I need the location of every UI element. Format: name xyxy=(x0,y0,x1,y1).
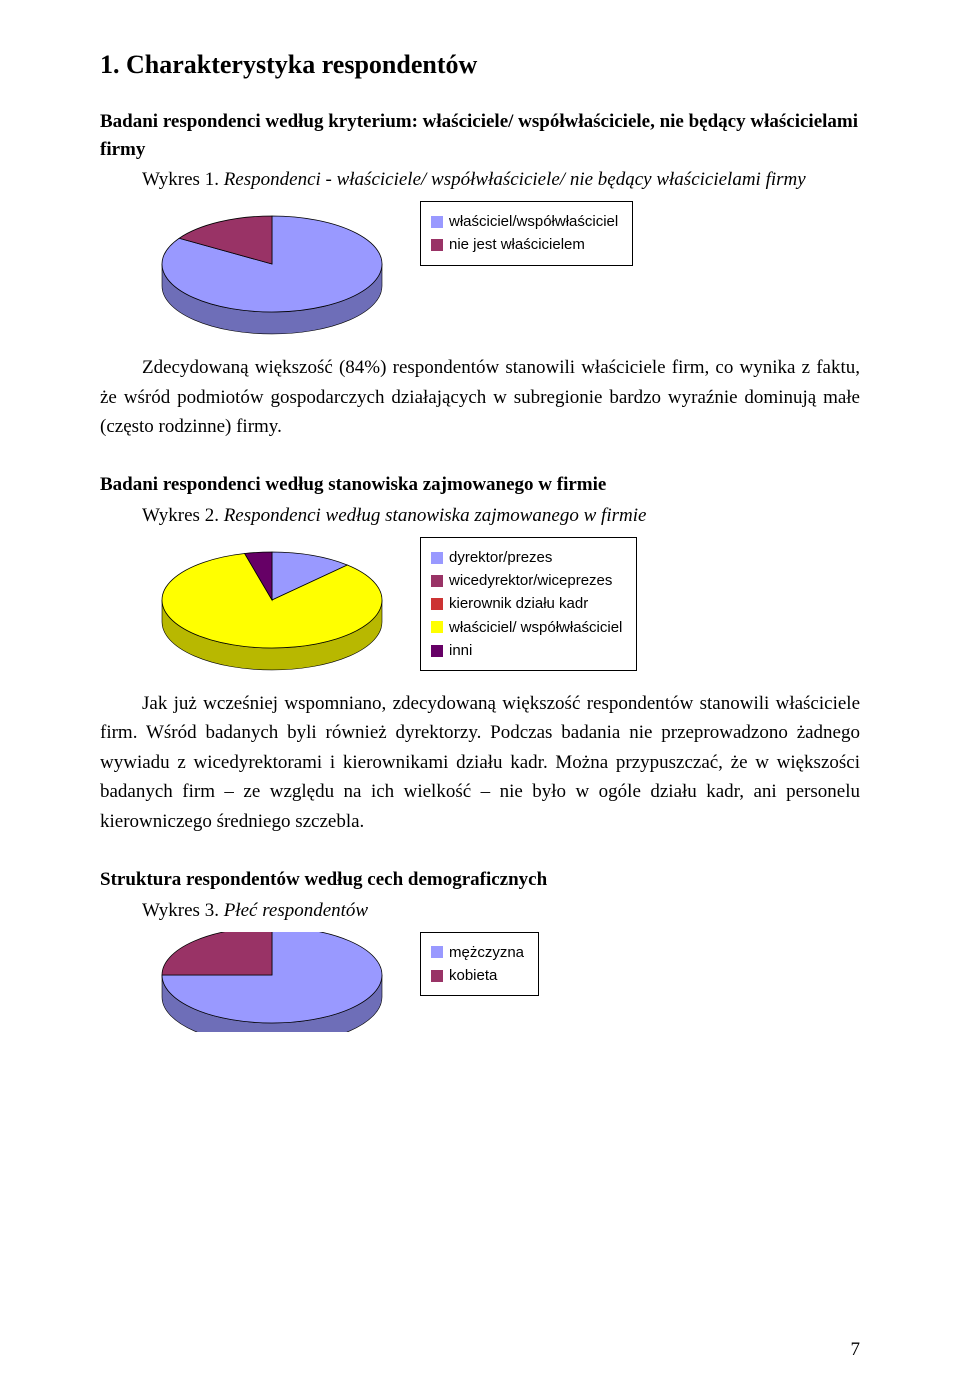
page-number: 7 xyxy=(851,1339,861,1361)
legend-label: kierownik działu kadr xyxy=(449,592,588,615)
legend-item: nie jest właścicielem xyxy=(431,233,618,256)
legend-label: wicedyrektor/wiceprezes xyxy=(449,569,612,592)
legend-label: właściciel/ współwłaściciel xyxy=(449,616,622,639)
legend-label: dyrektor/prezes xyxy=(449,546,552,569)
chart3-caption-title: Płeć respondentów xyxy=(224,900,368,921)
chart2-caption-prefix: Wykres 2. xyxy=(142,505,224,526)
section2-body: Jak już wcześniej wspomniano, zdecydowan… xyxy=(100,689,860,836)
chart3-legend: mężczyznakobieta xyxy=(420,932,539,997)
legend-swatch xyxy=(431,239,443,251)
chart3-caption-prefix: Wykres 3. xyxy=(142,900,224,921)
legend-item: inni xyxy=(431,639,622,662)
legend-swatch xyxy=(431,598,443,610)
legend-item: wicedyrektor/wiceprezes xyxy=(431,569,622,592)
legend-swatch xyxy=(431,575,443,587)
chart3-pie xyxy=(142,932,402,1032)
legend-swatch xyxy=(431,946,443,958)
legend-swatch xyxy=(431,552,443,564)
chart2-row: dyrektor/prezeswicedyrektor/wiceprezeski… xyxy=(142,537,860,677)
legend-item: mężczyzna xyxy=(431,941,524,964)
chart3-caption: Wykres 3. Płeć respondentów xyxy=(142,900,860,922)
chart3-row: mężczyznakobieta xyxy=(142,932,860,1032)
chart2-caption-title: Respondenci według stanowiska zajmowaneg… xyxy=(224,505,647,526)
legend-swatch xyxy=(431,645,443,657)
chart1-legend: właściciel/współwłaścicielnie jest właśc… xyxy=(420,201,633,266)
legend-swatch xyxy=(431,621,443,633)
legend-label: nie jest właścicielem xyxy=(449,233,585,256)
legend-item: właściciel/współwłaściciel xyxy=(431,210,618,233)
section2-subhead: Badani respondenci według stanowiska zaj… xyxy=(100,471,860,499)
legend-swatch xyxy=(431,970,443,982)
chart2-pie xyxy=(142,537,402,677)
chart2-legend: dyrektor/prezeswicedyrektor/wiceprezeski… xyxy=(420,537,637,671)
section1-body: Zdecydowaną większość (84%) respondentów… xyxy=(100,353,860,441)
chart1-caption-title: Respondenci - właściciele/ współwłaścici… xyxy=(224,169,806,190)
section1-subhead: Badani respondenci według kryterium: wła… xyxy=(100,108,860,163)
legend-item: dyrektor/prezes xyxy=(431,546,622,569)
legend-item: kobieta xyxy=(431,964,524,987)
chart1-caption-prefix: Wykres 1. xyxy=(142,169,224,190)
page-heading: 1. Charakterystyka respondentów xyxy=(100,50,860,80)
legend-label: mężczyzna xyxy=(449,941,524,964)
chart1-row: właściciel/współwłaścicielnie jest właśc… xyxy=(142,201,860,341)
legend-item: właściciel/ współwłaściciel xyxy=(431,616,622,639)
legend-label: właściciel/współwłaściciel xyxy=(449,210,618,233)
chart2-caption: Wykres 2. Respondenci według stanowiska … xyxy=(142,505,860,527)
chart1-caption: Wykres 1. Respondenci - właściciele/ wsp… xyxy=(142,169,860,191)
legend-label: kobieta xyxy=(449,964,497,987)
section3-subhead: Struktura respondentów według cech demog… xyxy=(100,866,860,894)
legend-swatch xyxy=(431,216,443,228)
legend-item: kierownik działu kadr xyxy=(431,592,622,615)
legend-label: inni xyxy=(449,639,472,662)
chart1-pie xyxy=(142,201,402,341)
